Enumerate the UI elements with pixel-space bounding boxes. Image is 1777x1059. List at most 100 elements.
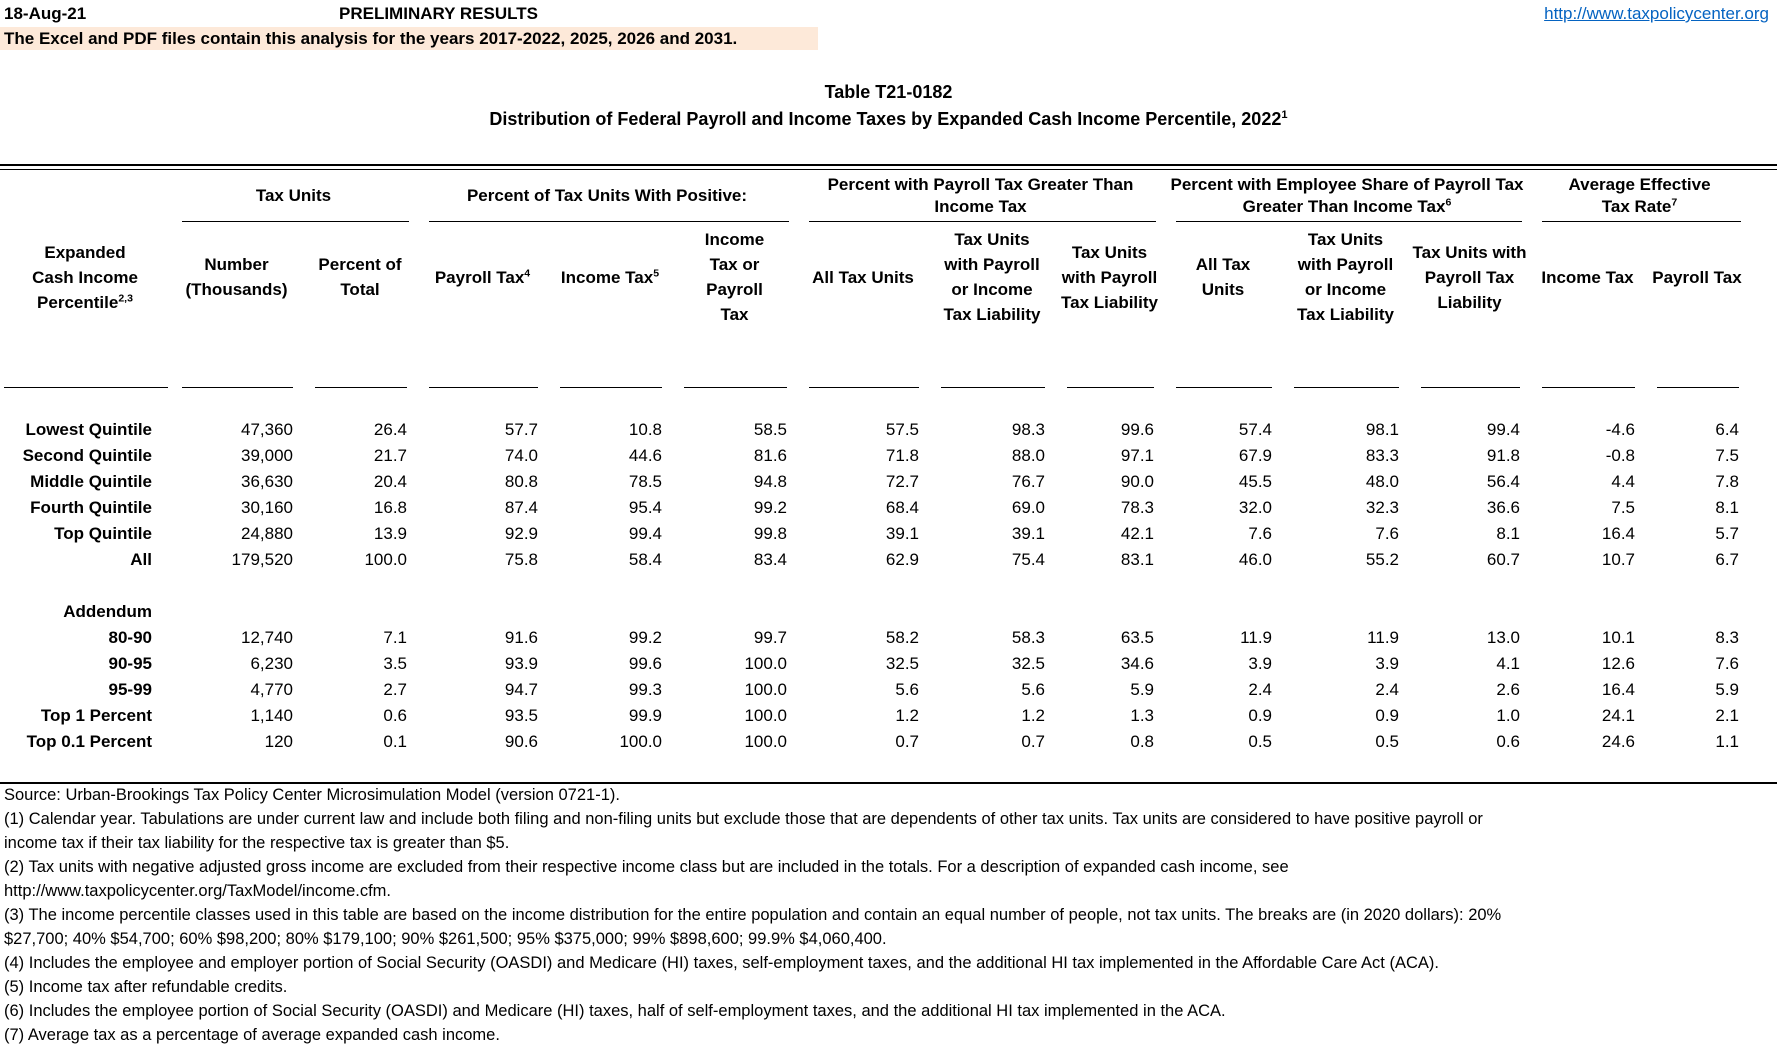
table-cell: 99.4 [1486,420,1520,439]
column-header: Percent of Total [318,255,402,299]
table-cell: 4,770 [250,680,293,699]
column-group-avg-effective-rate: Average Effective Tax Rate7 [1530,170,1749,222]
table-cell: 36.6 [1486,498,1520,517]
table-cell: 3.9 [1248,654,1272,673]
footnote-line: (5) Income tax after refundable credits. [4,978,288,996]
column-underline [560,387,662,388]
column-header: Income Tax [1541,267,1634,287]
table-row: 80-90 12,740 7.1 91.6 99.2 99.7 58.2 58.3 63.5 11… [0,625,1777,651]
table-cell: -4.6 [1605,420,1635,439]
table-cell: 30,160 [241,498,293,517]
analysis-notice: The Excel and PDF files contain this ana… [0,27,818,50]
table-cell: 81.6 [753,446,787,465]
table-cell: 94.8 [753,472,787,491]
table-cell: 99.2 [753,498,787,517]
table-cell: 57.4 [1238,420,1272,439]
table-cell: 0.5 [1248,732,1272,751]
table-cell: 13.9 [373,524,407,543]
table-cell: 83.4 [753,550,787,569]
column-header: Tax Units with Payroll Tax Liability [1412,242,1527,312]
column-group-employee-share: Percent with Employee Share of Payroll T… [1164,170,1530,222]
table-cell: 32.5 [1011,654,1045,673]
column-underline [1542,387,1635,388]
footnote-line: (2) Tax units with negative adjusted gro… [4,858,1289,876]
preliminary-results-banner: PRELIMINARY RESULTS [339,4,538,23]
table-cell: 100.0 [744,654,787,673]
footnote-line: $27,700; 40% $54,700; 60% $98,200; 80% $… [4,930,887,948]
table-cell: 1.1 [1715,732,1739,751]
column-header: Number (Thousands) [185,255,288,299]
column-group-payroll-greater: Percent with Payroll Tax Greater Than In… [797,170,1164,222]
table-cell: 39.1 [885,524,919,543]
table-cell: 99.3 [628,680,662,699]
table-cell: 83.3 [1365,446,1399,465]
table-cell: 99.9 [628,706,662,725]
table-cell: 8.1 [1715,498,1739,517]
table-cell: 69.0 [1011,498,1045,517]
table-cell: 34.6 [1120,654,1154,673]
table-cell: 24.6 [1601,732,1635,751]
table-cell: 4.1 [1496,654,1520,673]
row-label: Second Quintile [22,446,152,465]
results-table: Tax Units Percent of Tax Units With Posi… [0,164,1777,784]
column-underline [1657,387,1739,388]
column-underline [684,387,787,388]
table-title: Distribution of Federal Payroll and Inco… [489,109,1288,129]
column-header-row: Expanded Cash Income Percentile2,3 Numbe… [0,222,1777,387]
row-label: Addendum [63,602,152,621]
table-cell: 100.0 [619,732,662,751]
footnote-line: income tax if their tax liability for th… [4,834,510,852]
table-cell: 1.2 [1021,706,1045,725]
table-cell: 120 [264,732,293,751]
table-cell: 3.9 [1375,654,1399,673]
taxpolicycenter-link[interactable]: http://www.taxpolicycenter.org [1544,4,1769,23]
table-cell: 2.7 [383,680,407,699]
table-cell: 58.2 [885,628,919,647]
column-header: Tax Units with Payroll or Income Tax Lia… [943,230,1041,324]
table-cell: 179,520 [231,550,293,569]
table-cell: 0.1 [383,732,407,751]
table-cell: 7.6 [1248,524,1272,543]
row-label: Middle Quintile [30,472,152,491]
table-cell: 48.0 [1365,472,1399,491]
row-label: Lowest Quintile [25,420,152,439]
table-cell: 6.4 [1715,420,1739,439]
table-cell: 16.4 [1601,680,1635,699]
table-cell: 94.7 [504,680,538,699]
table-cell: 99.4 [628,524,662,543]
table-cell: 10.1 [1601,628,1635,647]
table-cell: 5.9 [1715,680,1739,699]
table-cell: 8.1 [1496,524,1520,543]
table-cell: 8.3 [1715,628,1739,647]
table-row: Top 0.1 Percent 120 0.1 90.6 100.0 100.0 0.7 0.… [0,729,1777,755]
table-cell: 0.5 [1375,732,1399,751]
table-cell: 1.3 [1130,706,1154,725]
column-header: All Tax Units [1195,255,1251,299]
table-cell: 99.6 [628,654,662,673]
footnote-line: Source: Urban-Brookings Tax Policy Cente… [4,786,620,804]
group-underline [1542,221,1741,222]
table-cell: 10.8 [628,420,662,439]
table-cell: 58.4 [628,550,662,569]
table-cell: 7.5 [1611,498,1635,517]
group-underline [182,221,409,222]
table-cell: 67.9 [1238,446,1272,465]
table-cell: 56.4 [1486,472,1520,491]
row-label: 90-95 [108,654,152,673]
table-cell: 32.0 [1238,498,1272,517]
table-cell: 21.7 [373,446,407,465]
table-cell: 6.7 [1715,550,1739,569]
spacer-row [0,573,1777,599]
table-cell: 91.6 [504,628,538,647]
table-cell: 57.5 [885,420,919,439]
table-cell: 93.9 [504,654,538,673]
column-underline [4,387,168,388]
table-cell: 26.4 [373,420,407,439]
table-cell: 0.6 [383,706,407,725]
table-cell: 0.9 [1248,706,1272,725]
footnote-line: (7) Average tax as a percentage of avera… [4,1026,500,1044]
column-group-tax-units: Tax Units [170,170,417,222]
table-cell: -0.8 [1605,446,1635,465]
table-cell: 90.6 [504,732,538,751]
table-cell: 71.8 [885,446,919,465]
